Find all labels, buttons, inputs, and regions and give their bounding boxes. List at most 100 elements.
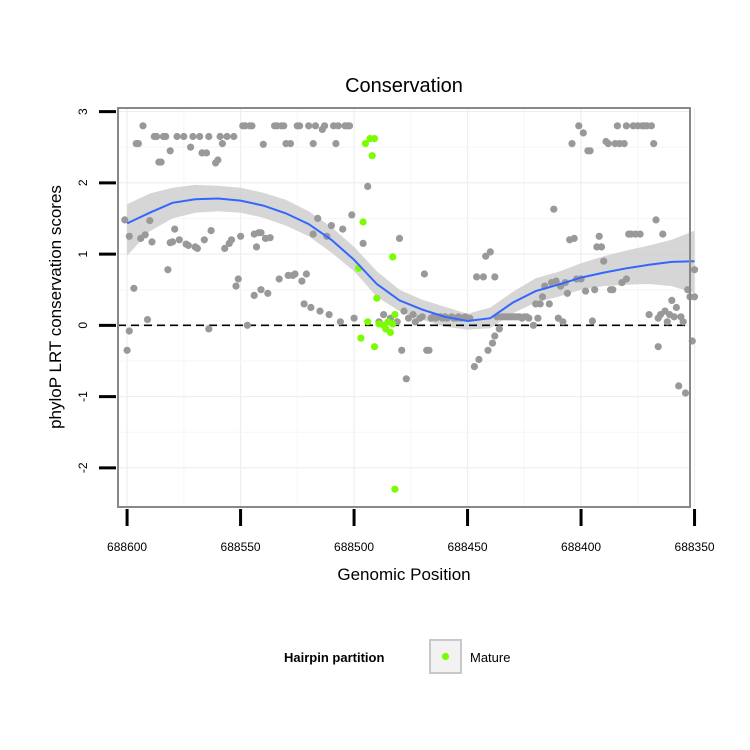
y-tick-label: -1 bbox=[76, 391, 90, 402]
data-point-other bbox=[339, 225, 347, 233]
data-point-other bbox=[257, 286, 265, 294]
grid-lines bbox=[118, 108, 696, 507]
data-point-other bbox=[221, 244, 229, 252]
data-point-other bbox=[475, 355, 483, 364]
legend-entry-mature: Mature bbox=[470, 650, 510, 665]
data-point-other bbox=[139, 122, 147, 130]
data-point-other bbox=[166, 147, 174, 155]
panel-border bbox=[117, 107, 691, 508]
data-point-other bbox=[334, 122, 342, 130]
data-point-other bbox=[525, 314, 533, 322]
data-point-other bbox=[470, 363, 478, 371]
data-point-other bbox=[409, 311, 417, 319]
data-point-mature bbox=[391, 311, 399, 319]
data-point-mature bbox=[357, 334, 365, 342]
data-point-other bbox=[570, 234, 578, 242]
data-point-other bbox=[275, 275, 283, 283]
data-point-other bbox=[196, 132, 204, 141]
y-axis: -2 -1 0 1 2 3 bbox=[76, 108, 116, 473]
data-point-other bbox=[309, 140, 317, 148]
data-point-other bbox=[205, 132, 213, 141]
data-point-other bbox=[214, 156, 222, 164]
data-point-other bbox=[173, 132, 181, 141]
data-point-other bbox=[218, 140, 226, 148]
data-point-other bbox=[264, 289, 272, 297]
points-layer bbox=[121, 122, 699, 493]
data-point-other bbox=[257, 229, 265, 237]
data-point-other bbox=[659, 230, 667, 238]
data-point-other bbox=[568, 140, 576, 148]
data-point-other bbox=[202, 149, 211, 157]
data-point-other bbox=[690, 266, 699, 274]
data-point-mature bbox=[364, 318, 372, 326]
data-point-other bbox=[332, 140, 340, 148]
data-point-other bbox=[230, 132, 238, 141]
data-point-other bbox=[620, 140, 628, 148]
data-point-other bbox=[187, 143, 195, 151]
data-point-other bbox=[380, 311, 388, 319]
y-tick-label: 2 bbox=[76, 179, 90, 186]
data-point-other bbox=[479, 273, 487, 281]
y-axis-label: phyloP LRT conservation scores bbox=[46, 185, 65, 429]
data-point-other bbox=[205, 325, 213, 333]
data-point-mature bbox=[373, 294, 381, 302]
data-point-other bbox=[663, 318, 671, 326]
data-point-other bbox=[148, 238, 156, 246]
data-point-other bbox=[545, 300, 553, 308]
data-point-other bbox=[552, 277, 560, 285]
data-point-other bbox=[266, 234, 274, 242]
confidence-band bbox=[127, 184, 695, 330]
data-point-other bbox=[652, 216, 660, 224]
data-point-other bbox=[588, 317, 597, 325]
data-point-other bbox=[486, 248, 494, 256]
data-point-other bbox=[597, 243, 606, 251]
data-point-other bbox=[550, 205, 558, 213]
data-point-other bbox=[327, 222, 335, 230]
data-point-other bbox=[234, 275, 242, 283]
data-point-other bbox=[286, 140, 295, 148]
data-point-other bbox=[153, 132, 161, 141]
data-point-other bbox=[647, 122, 656, 130]
data-point-other bbox=[125, 327, 133, 335]
data-point-other bbox=[321, 122, 329, 130]
y-tick-label: 1 bbox=[76, 250, 90, 257]
data-point-other bbox=[180, 132, 188, 141]
data-point-other bbox=[157, 158, 165, 166]
data-point-other bbox=[559, 318, 567, 326]
data-point-other bbox=[595, 232, 603, 240]
data-point-other bbox=[488, 339, 497, 347]
data-point-other bbox=[672, 303, 681, 312]
y-tick-label: -2 bbox=[76, 462, 90, 473]
x-axis: 688600 688550 688500 688450 688400 688350 bbox=[107, 509, 715, 554]
data-point-other bbox=[654, 343, 662, 351]
data-point-other bbox=[307, 303, 315, 312]
data-point-other bbox=[622, 275, 631, 283]
data-point-other bbox=[141, 231, 149, 239]
data-point-other bbox=[121, 216, 129, 224]
data-point-other bbox=[248, 122, 256, 130]
data-point-other bbox=[207, 227, 215, 235]
data-point-mature bbox=[389, 320, 397, 328]
data-point-other bbox=[604, 140, 612, 148]
data-point-other bbox=[250, 291, 258, 299]
x-tick-label: 688600 bbox=[107, 540, 147, 554]
data-point-mature bbox=[361, 140, 369, 148]
data-point-other bbox=[189, 132, 197, 141]
data-point-other bbox=[193, 244, 201, 252]
data-point-other bbox=[280, 122, 288, 130]
data-point-other bbox=[232, 282, 240, 290]
x-tick-label: 688450 bbox=[448, 540, 488, 554]
data-point-other bbox=[164, 266, 172, 274]
data-point-other bbox=[134, 140, 142, 148]
data-point-other bbox=[316, 307, 324, 315]
data-point-other bbox=[398, 346, 406, 354]
data-point-other bbox=[130, 284, 138, 292]
data-point-other bbox=[491, 332, 499, 340]
data-point-other bbox=[534, 314, 542, 322]
data-point-other bbox=[418, 313, 426, 321]
data-point-other bbox=[495, 325, 503, 333]
data-point-other bbox=[146, 217, 154, 225]
data-point-other bbox=[586, 147, 594, 155]
confidence-band-layer bbox=[127, 184, 695, 330]
data-point-other bbox=[309, 230, 317, 238]
